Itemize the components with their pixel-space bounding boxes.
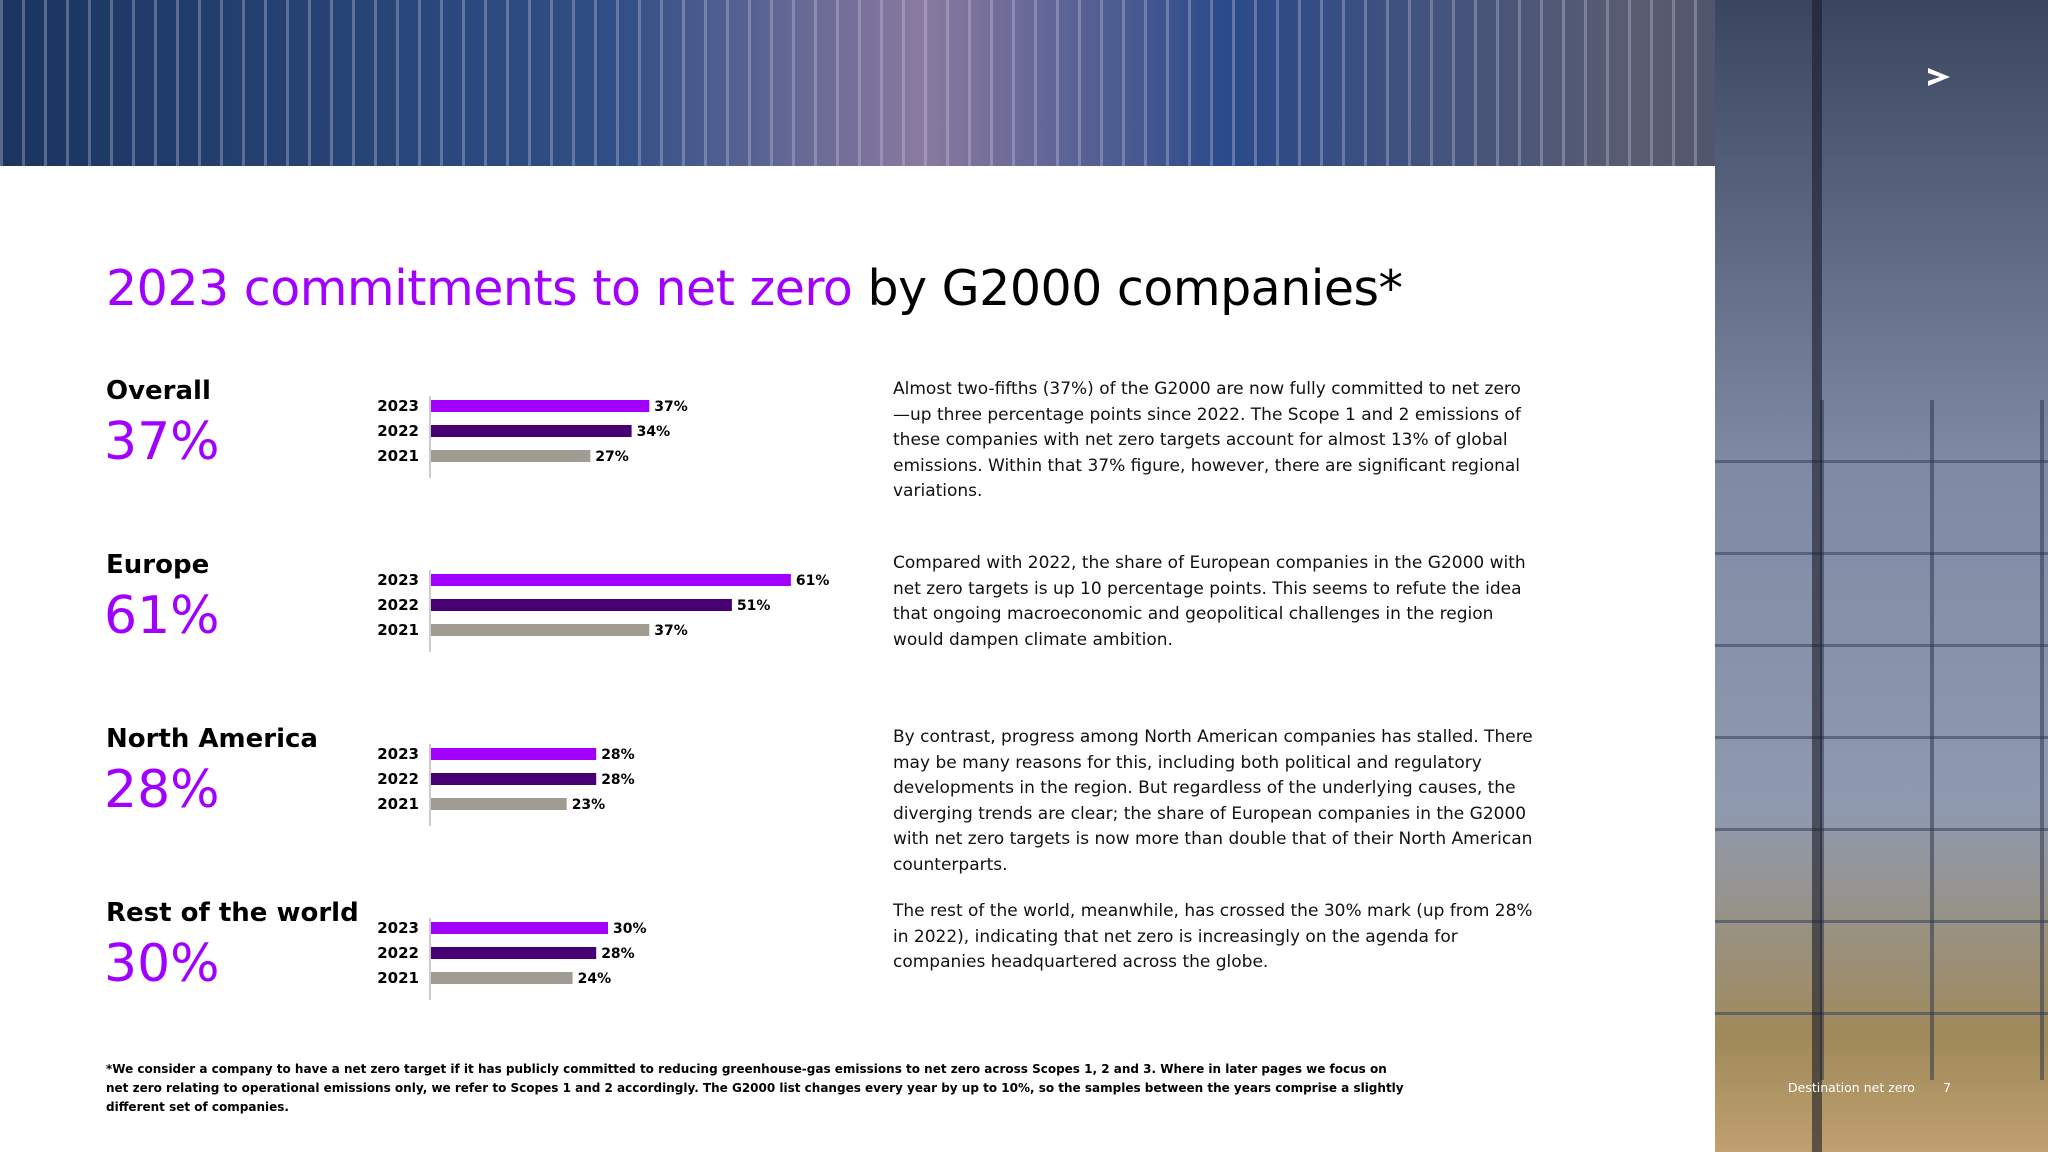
category-label: 2023: [377, 745, 419, 763]
paragraph: By contrast, progress among North Americ…: [893, 727, 1533, 875]
bar: [431, 798, 567, 810]
page-number: 7: [1943, 1080, 1951, 1095]
region-name: Overall: [106, 376, 211, 406]
category-label: 2023: [377, 919, 419, 937]
value-label: 23%: [572, 797, 606, 813]
bar: [431, 425, 632, 437]
value-label: 61%: [796, 573, 830, 589]
title-rest: by G2000 companies*: [867, 260, 1404, 317]
bar: [431, 748, 597, 760]
bar: [431, 574, 791, 586]
value-label: 37%: [654, 399, 688, 415]
bar: [431, 400, 650, 412]
bar: [431, 624, 650, 636]
title: 2023 commitments to net zero by G2000 co…: [106, 260, 1403, 317]
value-label: 28%: [601, 772, 635, 788]
value-label: 34%: [637, 424, 671, 440]
category-label: 2023: [377, 397, 419, 415]
value-label: 51%: [737, 598, 771, 614]
bar: [431, 972, 573, 984]
category-label: 2022: [377, 596, 419, 614]
category-label: 2022: [377, 422, 419, 440]
value-label: 28%: [601, 946, 635, 962]
category-label: 2021: [377, 969, 419, 987]
headline-value: 28%: [104, 760, 220, 820]
paragraph: Almost two-fifths (37%) of the G2000 are…: [893, 379, 1521, 501]
logo: [1928, 68, 1950, 86]
photo-texture: [1715, 400, 2048, 1080]
value-label: 30%: [613, 921, 647, 937]
bar: [431, 450, 591, 462]
value-label: 24%: [578, 971, 612, 987]
title-highlight: 2023 commitments to net zero: [106, 260, 853, 317]
region-name: Europe: [106, 550, 210, 580]
region-name: North America: [106, 724, 318, 754]
bar: [431, 922, 608, 934]
category-label: 2022: [377, 944, 419, 962]
headline-value: 37%: [104, 412, 220, 472]
value-label: 37%: [654, 623, 688, 639]
value-label: 28%: [601, 747, 635, 763]
headline-value: 30%: [104, 934, 220, 994]
paragraph: The rest of the world, meanwhile, has cr…: [893, 901, 1533, 972]
category-label: 2023: [377, 571, 419, 589]
footnote: *We consider a company to have a net zer…: [106, 1062, 1404, 1114]
bar: [431, 773, 597, 785]
photo-texture: [0, 0, 2048, 166]
bar: [431, 947, 597, 959]
category-label: 2021: [377, 795, 419, 813]
category-label: 2021: [377, 447, 419, 465]
paragraph: Compared with 2022, the share of Europea…: [893, 553, 1526, 650]
value-label: 27%: [595, 449, 629, 465]
category-label: 2022: [377, 770, 419, 788]
content-panel: [0, 166, 1715, 1152]
category-label: 2021: [377, 621, 419, 639]
headline-value: 61%: [104, 586, 220, 646]
photo-texture: [1812, 0, 1822, 1152]
bar: [431, 599, 732, 611]
footer-label: Destination net zero: [1788, 1080, 1915, 1095]
region-name: Rest of the world: [106, 898, 359, 928]
